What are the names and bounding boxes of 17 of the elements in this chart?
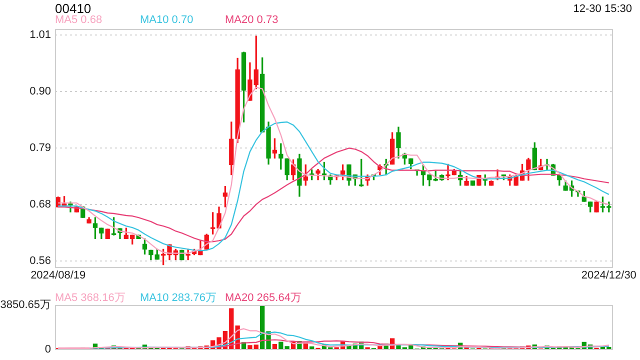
x-tick-label: 2024/12/30 — [581, 269, 636, 282]
y-tick-label: 1.01 — [30, 28, 51, 41]
text: MA10 0.70 — [140, 14, 194, 26]
text: MA5 0.68 — [55, 14, 104, 26]
y-tick-label: 0.90 — [30, 85, 51, 98]
text: MA20 0.73 — [225, 14, 280, 26]
text: 12-30 15:30 — [573, 3, 632, 15]
text: MA10 283.76万 — [140, 291, 218, 305]
x-tick-label: 2024/08/19 — [30, 269, 86, 282]
text: MA5 368.16万 — [55, 291, 126, 305]
y-tick-label: 0.68 — [30, 198, 51, 210]
y-tick-label: 0.79 — [30, 142, 51, 154]
text: MA20 265.64万 — [225, 291, 302, 305]
y-tick-label: 0.56 — [30, 255, 51, 268]
chart-title: 00410 — [55, 1, 92, 16]
y-tick-label: 3850.65万 — [0, 299, 51, 312]
y-tick-label: 0 — [44, 343, 51, 356]
